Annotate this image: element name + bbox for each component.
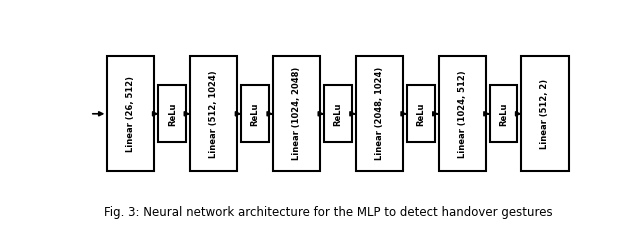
Bar bbox=[108, 57, 154, 171]
Text: ReLu: ReLu bbox=[333, 102, 342, 125]
Bar bbox=[159, 85, 186, 142]
Bar bbox=[241, 85, 269, 142]
Text: ReLu: ReLu bbox=[168, 102, 177, 125]
Bar bbox=[190, 57, 237, 171]
Bar bbox=[490, 85, 517, 142]
Bar bbox=[438, 57, 486, 171]
Text: Linear (2048, 1024): Linear (2048, 1024) bbox=[375, 67, 384, 160]
Text: ReLu: ReLu bbox=[499, 102, 508, 125]
Bar bbox=[407, 85, 435, 142]
Text: ReLu: ReLu bbox=[416, 102, 425, 125]
Text: Fig. 3: Neural network architecture for the MLP to detect handover gestures: Fig. 3: Neural network architecture for … bbox=[104, 206, 552, 219]
Bar bbox=[356, 57, 403, 171]
Bar bbox=[273, 57, 320, 171]
Bar bbox=[522, 57, 568, 171]
Text: Linear (512, 1024): Linear (512, 1024) bbox=[209, 70, 218, 157]
Text: Linear (26, 512): Linear (26, 512) bbox=[126, 76, 135, 152]
Text: Linear (1024, 2048): Linear (1024, 2048) bbox=[292, 67, 301, 160]
Text: Linear (1024, 512): Linear (1024, 512) bbox=[458, 70, 467, 157]
Bar bbox=[324, 85, 352, 142]
Text: Linear (512, 2): Linear (512, 2) bbox=[541, 79, 550, 149]
Text: ReLu: ReLu bbox=[251, 102, 260, 125]
